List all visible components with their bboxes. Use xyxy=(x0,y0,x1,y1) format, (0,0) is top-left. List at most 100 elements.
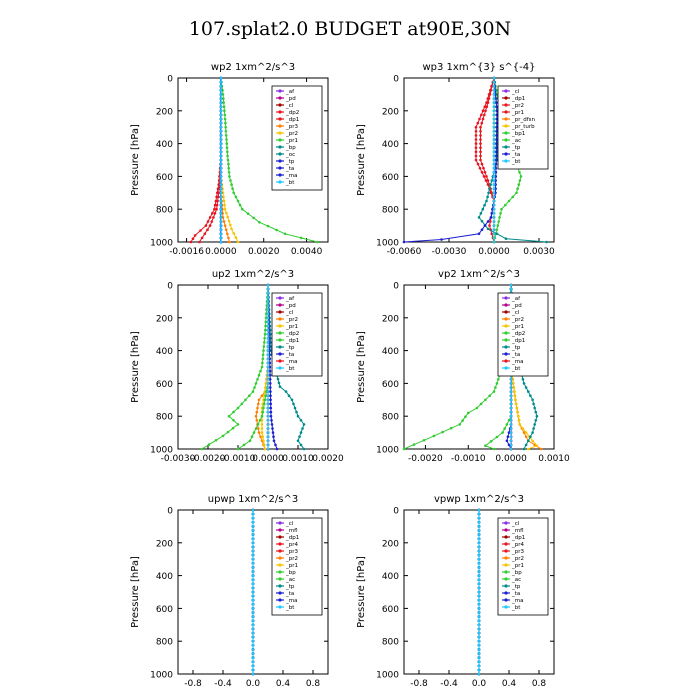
legend-marker xyxy=(278,303,282,307)
data-point xyxy=(251,557,255,561)
data-point xyxy=(492,150,496,154)
data-point xyxy=(219,93,223,96)
legend-marker xyxy=(278,535,282,539)
data-point xyxy=(224,134,228,137)
data-point xyxy=(495,232,499,236)
legend-marker xyxy=(278,577,282,581)
data-point xyxy=(509,427,513,430)
y-tick-label: 1000 xyxy=(376,671,399,681)
data-point xyxy=(219,228,223,231)
data-point xyxy=(219,212,223,215)
data-point xyxy=(477,529,481,532)
y-tick-label: 0 xyxy=(393,75,399,85)
data-point xyxy=(263,447,267,451)
data-point xyxy=(228,240,231,244)
legend-marker xyxy=(504,303,508,307)
data-point xyxy=(232,410,235,414)
data-point xyxy=(219,183,223,186)
data-point xyxy=(480,121,484,125)
data-point xyxy=(271,431,275,434)
data-point xyxy=(298,435,301,439)
legend-label: _af xyxy=(285,296,295,302)
data-point xyxy=(475,406,479,410)
data-point xyxy=(476,162,480,166)
data-point xyxy=(222,220,226,223)
data-point xyxy=(412,443,416,446)
data-point xyxy=(263,443,266,447)
data-point xyxy=(492,191,496,195)
legend-label: _dp1 xyxy=(511,535,525,541)
data-point xyxy=(221,93,225,96)
data-point xyxy=(219,166,223,170)
data-point xyxy=(189,240,193,244)
data-point xyxy=(477,521,481,524)
legend-marker xyxy=(278,138,282,142)
data-point xyxy=(494,171,498,174)
data-point xyxy=(234,236,238,239)
data-point xyxy=(257,373,261,377)
legend-label: _ma xyxy=(511,359,523,365)
y-axis-label: Pressure [hPa] xyxy=(356,124,367,196)
data-point xyxy=(509,378,513,381)
data-point xyxy=(477,668,481,672)
data-point xyxy=(507,431,511,434)
data-point xyxy=(251,664,255,668)
data-point xyxy=(266,423,270,426)
data-point xyxy=(440,238,443,241)
data-point xyxy=(494,154,498,158)
data-point xyxy=(219,154,223,158)
data-point xyxy=(498,216,501,219)
data-point xyxy=(269,398,272,402)
data-point xyxy=(200,236,204,240)
legend-marker xyxy=(278,563,282,567)
legend-label: _tp xyxy=(511,584,521,590)
legend-label: _pr1 xyxy=(285,324,298,330)
y-tick-label: 400 xyxy=(382,572,399,582)
legend-marker xyxy=(278,591,282,595)
data-point xyxy=(509,414,513,418)
data-point xyxy=(477,656,481,659)
data-point xyxy=(481,117,485,121)
data-point xyxy=(477,615,481,618)
data-point xyxy=(516,187,519,190)
data-point xyxy=(507,443,511,447)
data-point xyxy=(483,171,487,174)
y-tick-label: 800 xyxy=(382,413,399,423)
x-tick-label: 0.4 xyxy=(502,679,517,689)
legend-marker xyxy=(504,528,508,532)
y-axis-label: Pressure [hPa] xyxy=(130,331,141,403)
data-point xyxy=(293,406,297,410)
data-point xyxy=(251,631,255,635)
data-point xyxy=(402,240,406,244)
data-point xyxy=(531,439,534,443)
data-point xyxy=(492,84,496,88)
data-point xyxy=(477,594,481,598)
data-point xyxy=(223,207,227,211)
data-point xyxy=(266,427,270,430)
data-point xyxy=(477,582,481,586)
series-dp1 xyxy=(236,283,270,451)
x-tick-label: 0.0010 xyxy=(538,454,570,464)
data-point xyxy=(492,228,496,231)
legend-marker xyxy=(504,359,508,363)
x-tick-label: 0.0020 xyxy=(248,247,280,257)
data-point xyxy=(262,349,265,352)
series-dp2 xyxy=(189,76,223,244)
data-point xyxy=(269,414,273,418)
data-point xyxy=(266,341,270,344)
data-point xyxy=(210,220,214,223)
data-point xyxy=(509,419,513,422)
data-point xyxy=(492,101,496,104)
data-point xyxy=(489,220,492,223)
data-point xyxy=(524,431,528,434)
data-point xyxy=(223,113,227,117)
data-point xyxy=(432,434,436,438)
data-point xyxy=(515,191,518,195)
data-point xyxy=(492,162,496,166)
data-point xyxy=(272,435,275,439)
data-point xyxy=(263,341,266,344)
data-point xyxy=(479,138,482,141)
data-point xyxy=(495,113,499,117)
legend-label: _pr1 xyxy=(511,563,524,569)
data-point xyxy=(509,382,513,385)
